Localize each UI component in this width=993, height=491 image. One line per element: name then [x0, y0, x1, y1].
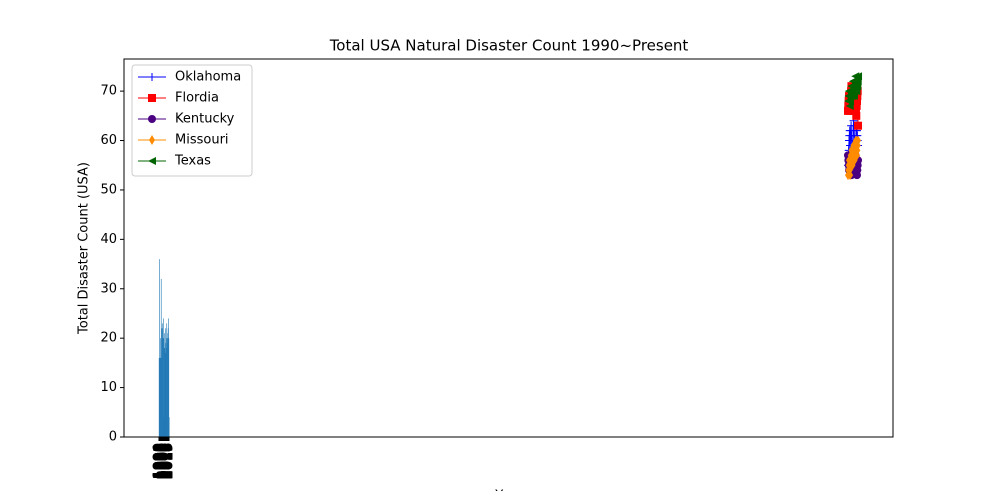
x-tick-label: 1996	[154, 443, 169, 479]
x-axis-label: Year	[494, 489, 523, 491]
y-tick-label: 10	[100, 380, 117, 395]
y-tick-label: 40	[100, 232, 117, 247]
legend-marker	[149, 135, 155, 145]
x-tick-label: 1997	[154, 443, 169, 479]
bar	[163, 338, 164, 437]
x-tick-label: 2012	[159, 443, 174, 479]
bar	[159, 259, 160, 437]
data-point	[852, 111, 861, 120]
y-tick-label: 50	[100, 182, 117, 197]
data-point	[855, 135, 862, 146]
x-tick-label: 2010	[158, 443, 173, 479]
x-tick-label: 2016	[160, 443, 175, 479]
x-tick-label: 2019	[162, 443, 177, 479]
bar	[161, 328, 162, 437]
bar	[160, 338, 161, 437]
legend-label: Missouri	[175, 133, 229, 148]
bar	[165, 338, 167, 437]
y-tick-label: 20	[100, 331, 117, 346]
data-point	[849, 92, 858, 101]
x-tick-label: 2017	[161, 443, 176, 479]
x-tick-label: 2006	[157, 443, 172, 479]
x-tick-label: 2011	[159, 443, 174, 479]
bar	[166, 348, 167, 437]
bar	[168, 338, 170, 437]
bar	[164, 348, 165, 437]
legend-label: Oklahoma	[175, 70, 241, 85]
chart-title: Total USA Natural Disaster Count 1990~Pr…	[329, 37, 689, 55]
x-tick-label: 2003	[156, 443, 171, 479]
x-tick-label: 2014	[160, 443, 175, 479]
data-point	[852, 87, 861, 96]
plot-frame	[123, 58, 894, 438]
legend-label: Texas	[174, 154, 211, 169]
bar	[165, 328, 167, 437]
x-tick-label: 2007	[157, 443, 172, 479]
data-point	[846, 97, 855, 105]
x-tick-label: 1991	[152, 443, 167, 479]
x-tick-label: 1990	[151, 443, 166, 479]
data-point	[853, 82, 862, 91]
y-tick-label: 60	[100, 133, 117, 148]
x-tick-label: 2002	[156, 443, 171, 479]
data-point	[852, 101, 861, 110]
bar	[164, 343, 166, 437]
x-tick-label: 1993	[153, 443, 168, 479]
bar	[162, 318, 164, 437]
data-point	[854, 121, 863, 130]
x-tick-label: 1995	[153, 443, 168, 479]
x-tick-label: 2001	[155, 443, 170, 479]
bar	[158, 357, 160, 437]
bar	[160, 278, 162, 437]
bar	[162, 328, 164, 437]
bar	[168, 318, 169, 437]
y-tick-label: 70	[100, 84, 117, 99]
data-point	[847, 170, 854, 181]
bar	[161, 357, 163, 437]
bar	[159, 357, 161, 437]
x-tick-label: 1992	[152, 443, 167, 479]
y-tick-label: 0	[109, 430, 117, 445]
y-axis-label: Total Disaster Count (USA)	[77, 162, 92, 335]
legend-label: Kentucky	[175, 112, 235, 127]
bar	[162, 338, 163, 437]
bar	[167, 343, 168, 437]
x-tick-label: 1999	[155, 443, 170, 479]
data-point	[845, 101, 854, 110]
x-tick-label: 1998	[154, 443, 169, 479]
x-tick-label: 1994	[153, 443, 168, 479]
bar	[166, 323, 168, 437]
y-tick-label: 30	[100, 281, 117, 296]
x-tick-label: 2005	[157, 443, 172, 479]
bar	[164, 333, 165, 437]
data-point	[852, 97, 861, 105]
bar	[163, 417, 165, 437]
legend-marker	[148, 73, 156, 81]
x-tick-label: 2009	[158, 443, 173, 479]
bar	[161, 323, 163, 437]
bar	[166, 333, 168, 437]
bar	[160, 357, 162, 437]
legend-box	[131, 64, 253, 177]
data-point	[854, 72, 863, 81]
x-tick-label: 2000	[155, 443, 170, 479]
x-tick-label: 2004	[156, 443, 171, 479]
x-tick-label: 2018	[161, 443, 176, 479]
x-tick-label: 2013	[159, 443, 174, 479]
data-point	[851, 106, 860, 115]
legend-label: Flordia	[175, 91, 219, 106]
legend-marker	[148, 115, 156, 123]
x-tick-label: 2015	[160, 443, 175, 479]
bar	[168, 417, 170, 437]
data-point	[853, 77, 862, 86]
bar	[167, 338, 169, 437]
bar	[159, 357, 161, 437]
bar	[167, 328, 169, 437]
legend-marker	[148, 157, 156, 165]
bar	[165, 353, 166, 437]
x-tick-label: 2008	[158, 443, 173, 479]
legend-marker	[148, 94, 156, 102]
